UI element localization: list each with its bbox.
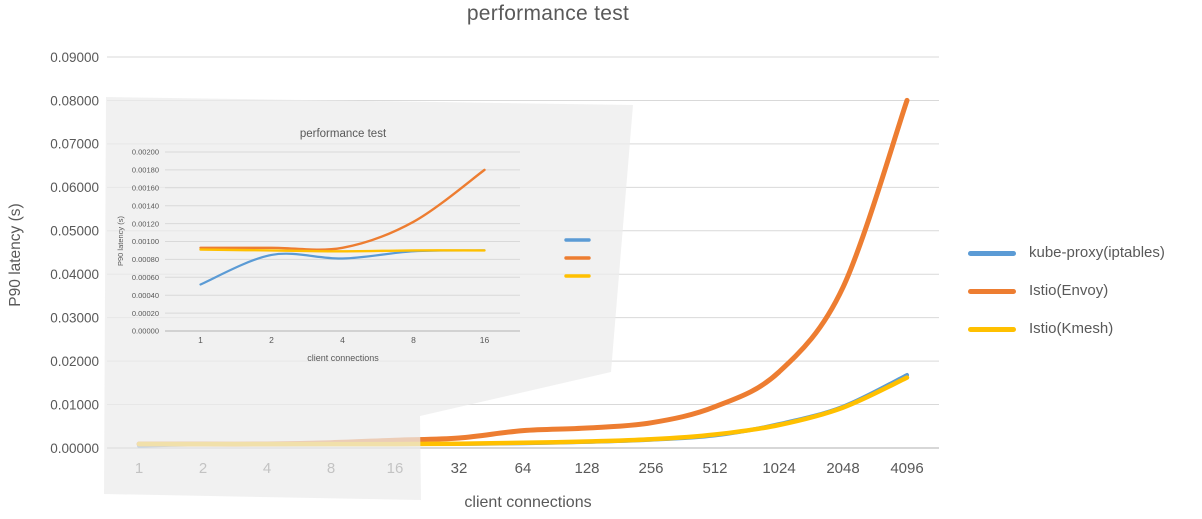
- main-y-tick-label: 0.05000: [50, 224, 99, 239]
- inset-y-tick-label: 0.00020: [132, 309, 159, 318]
- inset-y-tick-label: 0.00080: [132, 255, 159, 264]
- main-y-tick-label: 0.09000: [50, 50, 99, 65]
- inset-y-tick-label: 0.00180: [132, 166, 159, 175]
- inset-y-tick-label: 0.00000: [132, 327, 159, 336]
- legend-row-istio-envoy: Istio(Envoy): [968, 282, 1165, 300]
- main-x-tick-label: 1024: [762, 460, 795, 477]
- legend-row-istio-kmesh: Istio(Kmesh): [968, 320, 1165, 338]
- inset-plot: 0.00000 0.00020 0.00040 0.00060 0.00080 0.001…: [132, 148, 520, 345]
- main-y-tick-label: 0.01000: [50, 397, 99, 412]
- main-y-tick-label: 0.04000: [50, 267, 99, 282]
- main-x-tick-label: 4096: [890, 460, 923, 477]
- inset-y-tick-label: 0.00120: [132, 219, 159, 228]
- inset-x-axis-title: client connections: [307, 353, 379, 363]
- x-axis-title: client connections: [464, 494, 592, 511]
- legend: kube-proxy(iptables) Istio(Envoy) Istio(…: [968, 244, 1165, 358]
- inset-y-tick-label: 0.00040: [132, 291, 159, 300]
- main-x-tick-label: 512: [702, 460, 727, 477]
- inset-x-tick-label: 2: [269, 335, 274, 345]
- inset-x-tick-label: 16: [480, 335, 490, 345]
- main-x-tick-label: 64: [515, 460, 532, 477]
- inset-series-line-istio-kmesh: [199, 248, 486, 253]
- inset-x-tick-label: 4: [340, 335, 345, 345]
- y-axis-title: P90 latency (s): [7, 203, 24, 307]
- inset-y-axis-title: P90 latency (s): [116, 215, 125, 266]
- main-x-tick-label: 128: [574, 460, 599, 477]
- inset-y-tick-label: 0.00060: [132, 273, 159, 282]
- legend-row-kube-proxy: kube-proxy(iptables): [968, 244, 1165, 262]
- inset-y-tick-label: 0.00140: [132, 201, 159, 210]
- legend-swatch-istio-kmesh: [968, 326, 1016, 332]
- zoom-overlay-panel: [104, 97, 633, 500]
- legend-swatch-istio-envoy: [968, 288, 1016, 294]
- inset-y-tick-label: 0.00200: [132, 148, 159, 157]
- legend-label-kube-proxy: kube-proxy(iptables): [1029, 244, 1165, 261]
- inset-x-tick-label: 8: [411, 335, 416, 345]
- legend-label-istio-kmesh: Istio(Kmesh): [1029, 320, 1114, 337]
- inset-series-line-istio-envoy: [199, 168, 486, 251]
- legend-label-istio-envoy: Istio(Envoy): [1029, 282, 1109, 299]
- inset-y-tick-label: 0.00100: [132, 237, 159, 246]
- legend-swatch-kube-proxy: [968, 250, 1016, 256]
- main-y-tick-label: 0.06000: [50, 180, 99, 195]
- main-x-tick-label: 2048: [826, 460, 859, 477]
- chart-title: performance test: [466, 2, 630, 25]
- main-y-tick-label: 0.03000: [50, 311, 99, 326]
- main-x-tick-label: 32: [451, 460, 468, 477]
- main-x-tick-label: 256: [638, 460, 663, 477]
- inset-chart: 0.00000 0.00020 0.00040 0.00060 0.00080 0.001…: [116, 128, 591, 363]
- main-y-tick-label: 0.00000: [50, 441, 99, 456]
- inset-y-tick-label: 0.00160: [132, 184, 159, 193]
- main-y-tick-label: 0.02000: [50, 354, 99, 369]
- inset-chart-title: performance test: [300, 128, 387, 140]
- inset-x-tick-label: 1: [198, 335, 203, 345]
- main-y-tick-label: 0.07000: [50, 137, 99, 152]
- main-y-tick-label: 0.08000: [50, 93, 99, 108]
